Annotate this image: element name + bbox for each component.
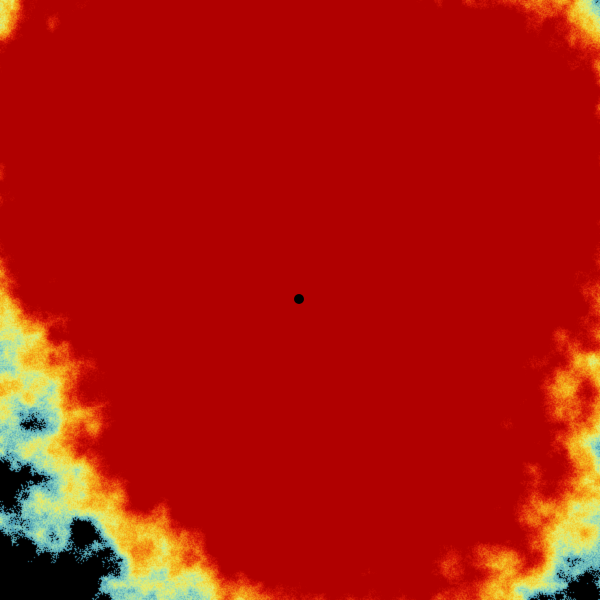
radar-site-marker — [294, 294, 304, 304]
